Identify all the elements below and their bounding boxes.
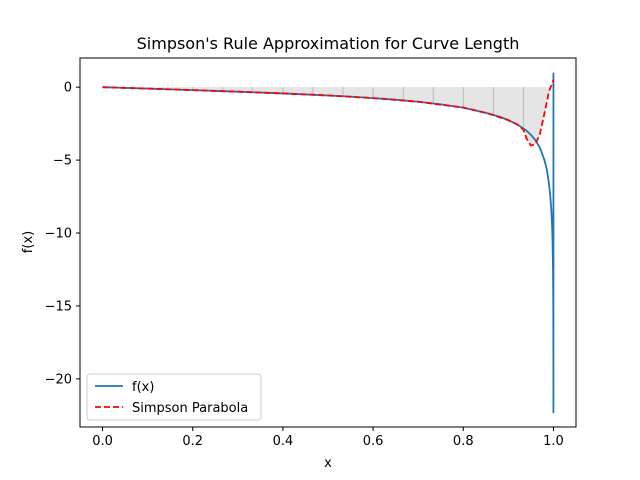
y-tick-label-3: −15 [45,299,72,314]
legend-box [86,373,262,421]
chart-title: Simpson's Rule Approximation for Curve L… [137,34,520,53]
plot-area [79,57,577,428]
y-tick-label-4: −20 [45,372,72,387]
x-tick-label-2: 0.4 [273,434,294,449]
x-tick-label-3: 0.6 [363,434,384,449]
x-tick-label-1: 0.2 [182,434,203,449]
y-tick-label-1: −5 [53,154,72,169]
x-axis-ticks: 0.0 0.2 0.4 0.6 0.8 1.0 [92,427,564,449]
shaded-area [102,79,554,146]
x-tick-label-4: 0.8 [453,434,474,449]
y-axis-label: f(x) [21,231,36,253]
legend-label-simpson: Simpson Parabola [132,401,248,416]
plot-frame [79,57,577,428]
y-axis-ticks: 0 −5 −10 −15 −20 [45,81,80,387]
x-tick-label-0: 0.0 [92,434,113,449]
x-tick-label-5: 1.0 [543,434,564,449]
legend-label-fx: f(x) [132,380,154,395]
series-line-simpson-parabola [102,79,555,147]
y-tick-label-0: 0 [64,81,72,96]
series-layer [102,72,555,414]
legend: f(x) Simpson Parabola [86,373,262,421]
x-axis-label: x [324,456,332,471]
y-tick-label-2: −10 [45,227,72,242]
